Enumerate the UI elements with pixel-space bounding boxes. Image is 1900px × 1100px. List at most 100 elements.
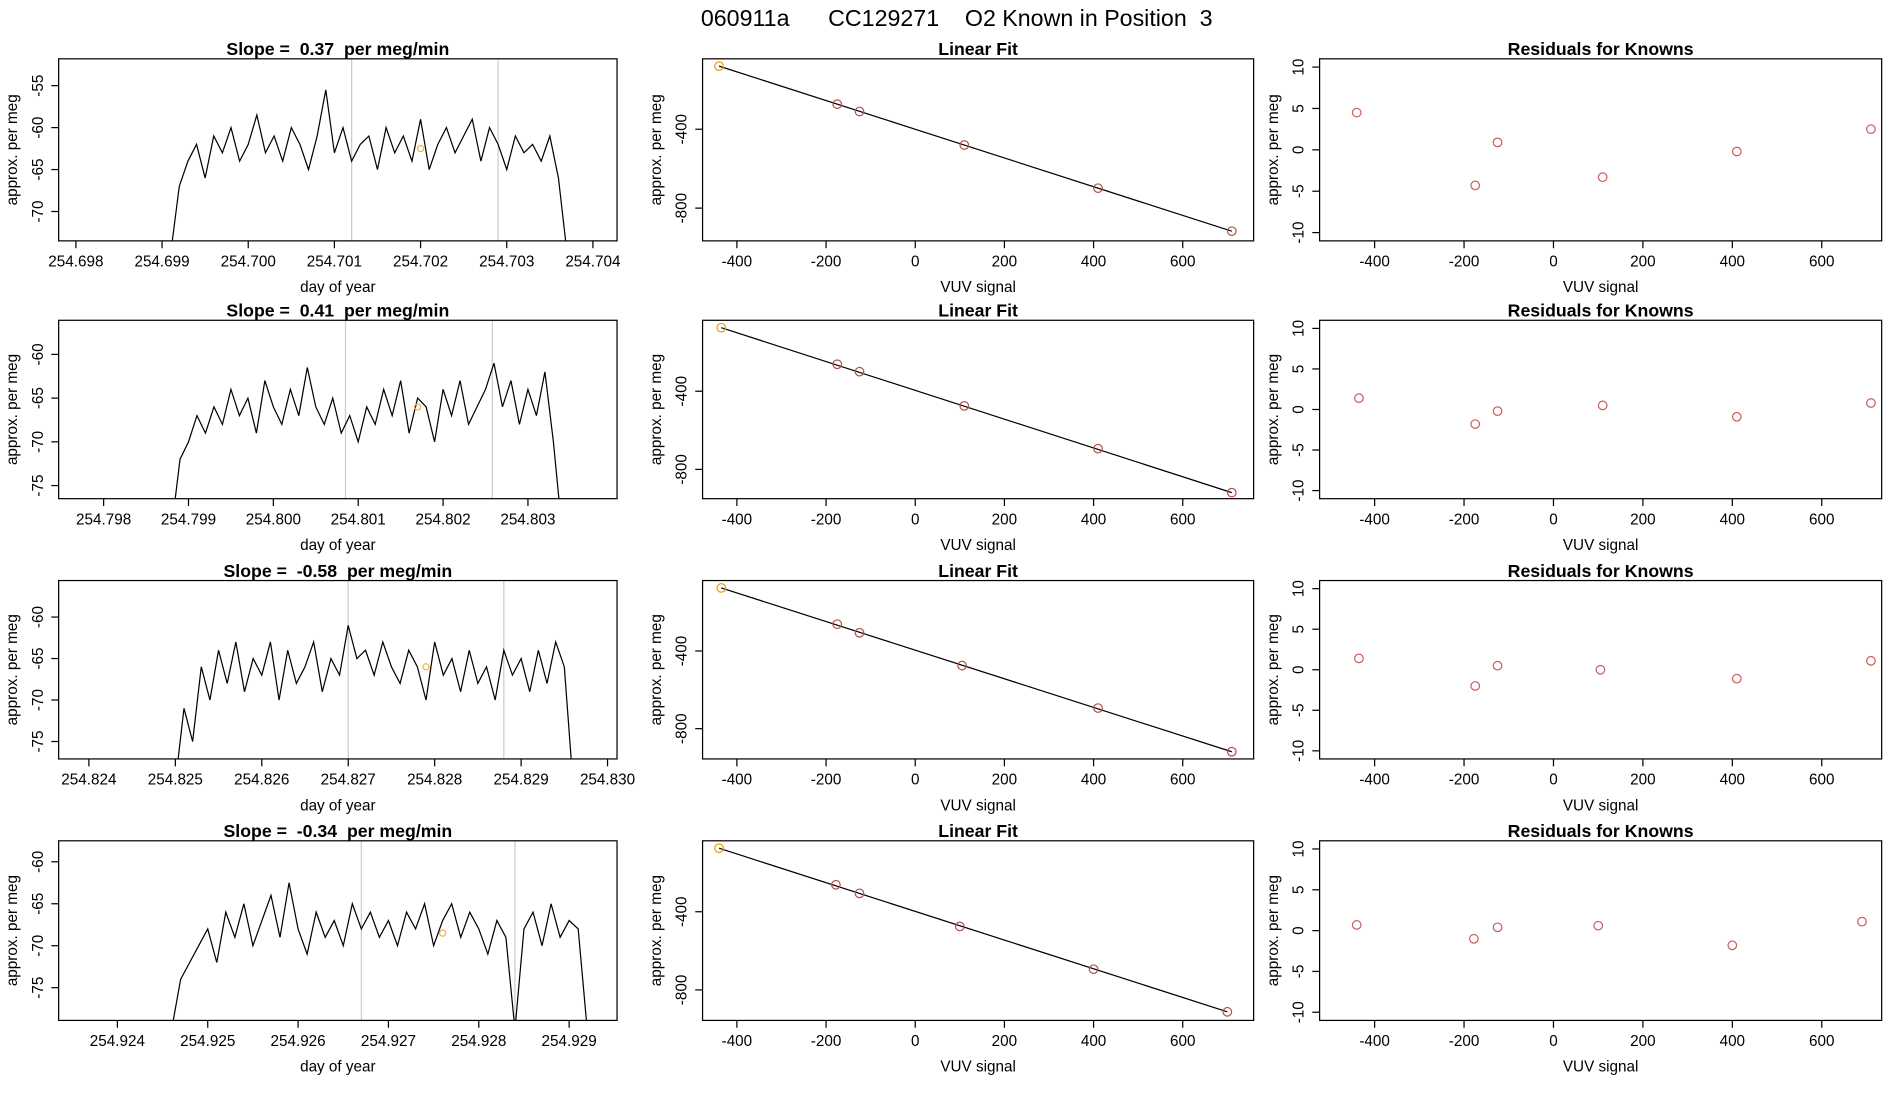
- x-tick-label: 254.701: [307, 254, 362, 271]
- point: [714, 843, 724, 854]
- x-tick-label: 200: [1630, 1033, 1655, 1050]
- panel: Residuals for Knowns VUV signal approx. pe…: [1265, 821, 1883, 1076]
- point: [1226, 487, 1237, 498]
- y-axis-label: approx. per meg: [4, 354, 21, 465]
- plot-frame: [58, 579, 618, 760]
- point: [1470, 180, 1481, 191]
- x-tick-label: 254.926: [270, 1033, 325, 1050]
- x-tick-label: -200: [811, 1033, 842, 1050]
- y-tick-label: -10: [1291, 480, 1308, 502]
- plot-frame: [701, 579, 1255, 760]
- point: [1093, 183, 1103, 194]
- x-axis-label: day of year: [300, 1059, 376, 1076]
- x-tick-label: 254.927: [361, 1033, 416, 1050]
- plot-area: [174, 320, 560, 499]
- panel-title: Linear Fit: [938, 561, 1018, 581]
- y-axis-label: approx. per meg: [4, 614, 21, 725]
- plot-area: [714, 843, 1233, 1017]
- y-tick-label: -800: [674, 193, 691, 224]
- x-tick-label: 0: [911, 772, 920, 789]
- y-tick-label: -60: [30, 117, 47, 139]
- y-tick-label: -400: [674, 376, 691, 407]
- y-tick-label: 5: [1291, 625, 1308, 633]
- panel-title: Linear Fit: [938, 301, 1018, 321]
- y-tick-label: -800: [674, 975, 691, 1006]
- point: [1492, 660, 1503, 671]
- point: [959, 140, 970, 150]
- y-axis-label: approx. per meg: [1265, 94, 1282, 205]
- x-axis-label: VUV signal: [940, 279, 1016, 296]
- x-tick-label: 254.803: [500, 511, 555, 528]
- point: [854, 627, 865, 638]
- x-tick-label: 600: [1170, 772, 1195, 789]
- point: [1597, 172, 1608, 183]
- panel: Linear Fit VUV signal approx. per meg -400 -…: [648, 561, 1255, 814]
- x-tick-label: 254.698: [48, 254, 103, 271]
- x-tick-label: 254.802: [415, 511, 470, 528]
- y-tick-label: -800: [674, 454, 691, 485]
- y-tick-label: 10: [1291, 840, 1308, 857]
- fit-line: [718, 65, 1232, 232]
- plot-area: [1351, 916, 1867, 951]
- point: [1093, 703, 1103, 713]
- x-tick-label: 200: [992, 511, 1017, 528]
- data-line: [172, 882, 588, 1021]
- fit-line: [721, 587, 1232, 753]
- x-tick-label: -200: [1449, 1033, 1480, 1050]
- x-tick-label: 0: [911, 1033, 920, 1050]
- point: [1470, 681, 1481, 691]
- plot-frame: [1319, 58, 1883, 242]
- panel: Slope = 0.41 per meg/min day of year appro…: [4, 301, 618, 554]
- point: [1226, 226, 1237, 237]
- panel-title: Slope = -0.34 per meg/min: [223, 821, 452, 841]
- y-tick-label: -60: [30, 851, 47, 873]
- x-tick-label: 254.799: [161, 511, 216, 528]
- highlight-point: [416, 144, 425, 153]
- y-tick-label: -10: [1291, 740, 1308, 762]
- y-tick-label: -10: [1291, 222, 1308, 244]
- point: [1731, 146, 1742, 157]
- y-tick-label: 5: [1291, 886, 1308, 894]
- y-axis-label: approx. per meg: [1265, 354, 1282, 465]
- panel-title: Slope = 0.41 per meg/min: [226, 301, 449, 321]
- plot-area: [171, 58, 567, 241]
- x-tick-label: -400: [1359, 254, 1390, 271]
- x-tick-label: -400: [722, 511, 753, 528]
- y-axis-label: approx. per meg: [648, 354, 665, 465]
- point: [1597, 400, 1608, 411]
- plot-area: [716, 583, 1237, 757]
- x-tick-label: -400: [722, 254, 753, 271]
- panel-title: Linear Fit: [938, 39, 1018, 59]
- y-tick-label: 0: [1291, 926, 1308, 934]
- y-tick-label: 0: [1291, 405, 1308, 413]
- y-tick-label: 10: [1291, 580, 1308, 597]
- figure-title: 060911a CC129271 O2 Known in Position 3: [701, 5, 1213, 31]
- x-tick-label: 254.826: [234, 772, 289, 789]
- x-axis-label: VUV signal: [1563, 279, 1639, 296]
- panel: Linear Fit VUV signal approx. per meg -400 -…: [648, 821, 1255, 1076]
- x-tick-label: -200: [811, 772, 842, 789]
- x-tick-label: -200: [1449, 254, 1480, 271]
- y-axis-label: approx. per meg: [648, 94, 665, 205]
- plot-frame: [701, 319, 1255, 500]
- highlight-point: [413, 403, 422, 411]
- point: [716, 583, 727, 593]
- y-axis-label: approx. per meg: [4, 875, 21, 986]
- y-tick-label: -400: [674, 896, 691, 927]
- x-tick-label: 0: [1549, 1033, 1558, 1050]
- x-tick-label: -400: [722, 1033, 753, 1050]
- point: [854, 888, 865, 899]
- plot-frame: [1319, 319, 1883, 500]
- x-tick-label: 254.827: [321, 772, 376, 789]
- plot-area: [177, 580, 572, 759]
- x-axis-label: day of year: [300, 279, 376, 296]
- y-tick-label: -60: [30, 606, 47, 628]
- y-tick-label: -60: [30, 343, 47, 365]
- point: [714, 61, 724, 71]
- point: [1857, 916, 1867, 927]
- point: [1595, 664, 1606, 675]
- x-tick-label: 200: [1630, 254, 1655, 271]
- plot-frame: [58, 58, 618, 242]
- x-tick-label: 200: [1630, 511, 1655, 528]
- point: [1866, 398, 1876, 408]
